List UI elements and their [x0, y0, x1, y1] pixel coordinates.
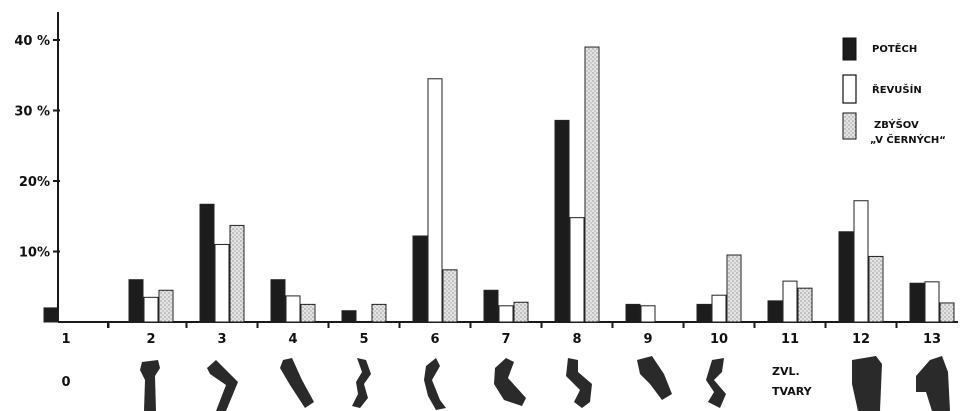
x-tick-label: 11	[781, 332, 799, 347]
bar-3-series-0	[199, 203, 215, 323]
bar-11-series-2	[797, 287, 813, 323]
legend-label-zbysov-line1: ZBÝŠOV	[874, 118, 919, 131]
bar-6-series-2	[442, 269, 458, 323]
x-tick-label: 9	[643, 332, 652, 347]
bar-11-series-1	[782, 280, 798, 323]
bar-2-series-0	[128, 279, 144, 323]
legend-label-potech: POTĚCH	[872, 42, 917, 55]
y-axis: 10% 20% 30 % 40 %	[14, 12, 60, 322]
bar-8-series-1	[569, 217, 585, 323]
vessel-profile-icon	[494, 358, 526, 406]
bottom-label-line: 0	[61, 375, 70, 390]
bar-8-series-2	[584, 46, 600, 323]
bar-10-series-1	[711, 294, 727, 323]
bar-10-series-0	[696, 303, 712, 323]
legend-label-zbysov-line2: „V ČERNÝCH“	[870, 133, 946, 146]
profile-shapes	[140, 356, 950, 411]
bar-12-series-0	[838, 231, 854, 323]
bar-13-series-2	[939, 302, 955, 323]
y-tick-label: 30 %	[14, 105, 50, 120]
legend: POTĚCH ŘEVUŠÍN ZBÝŠOV „V ČERNÝCH“	[842, 37, 946, 146]
vessel-profile-icon	[140, 360, 160, 411]
vessel-profile-icon	[637, 356, 672, 400]
legend-label-revusin: ŘEVUŠÍN	[872, 83, 922, 96]
bar-13-series-1	[924, 281, 940, 323]
bar-12-series-2	[868, 255, 884, 323]
bar-3-series-1	[214, 243, 230, 323]
vessel-profile-icon	[566, 358, 592, 408]
x-tick-label: 4	[288, 332, 297, 347]
bar-4-series-1	[285, 295, 301, 323]
bottom-label-line: TVARY	[772, 385, 813, 398]
x-tick-label: 8	[572, 332, 581, 347]
bar-9-series-1	[640, 305, 656, 323]
vessel-profile-icon	[352, 358, 371, 408]
vessel-profile-icon	[424, 358, 446, 410]
bottom-label: ZVL. TVARY	[772, 365, 813, 398]
x-tick-label: 6	[430, 332, 439, 347]
y-tick-label: 40 %	[14, 34, 50, 49]
x-tick-label: 13	[923, 332, 941, 347]
x-tick-label: 7	[501, 332, 510, 347]
vessel-profile-icon	[207, 360, 238, 411]
bar-2-series-2	[158, 289, 174, 323]
bar-7-series-2	[513, 301, 529, 323]
bar-6-series-1	[427, 78, 443, 323]
bar-9-series-0	[625, 303, 641, 323]
bar-8-series-0	[554, 119, 570, 323]
bar-7-series-0	[483, 289, 499, 323]
vessel-profile-icon	[852, 356, 882, 411]
y-tick-label: 10%	[19, 246, 50, 261]
bar-7-series-1	[498, 305, 514, 323]
bar-5-series-0	[341, 310, 357, 323]
vessel-profile-icon	[916, 356, 950, 411]
legend-swatch-potech	[842, 37, 857, 61]
x-axis	[58, 321, 958, 328]
bar-4-series-0	[270, 279, 286, 323]
bar-1-series-0	[43, 307, 59, 323]
bar-2-series-1	[143, 296, 159, 323]
x-tick-label: 3	[217, 332, 226, 347]
vessel-profile-icon	[706, 358, 726, 408]
bar-5-series-2	[371, 303, 387, 323]
vessel-profile-icon	[280, 358, 314, 408]
legend-swatch-revusin	[842, 74, 857, 104]
legend-swatch-zbysov	[842, 112, 857, 140]
x-tick-label: 10	[710, 332, 728, 347]
bar-3-series-2	[229, 224, 245, 323]
bottom-label-line: ZVL.	[772, 365, 800, 378]
x-tick-label: 2	[146, 332, 155, 347]
bar-6-series-0	[412, 235, 428, 323]
x-tick-label: 12	[852, 332, 870, 347]
x-tick-label: 1	[61, 332, 70, 347]
legend-label-zbysov: ZBÝŠOV „V ČERNÝCH“	[870, 118, 946, 146]
bars-group	[43, 46, 955, 323]
bar-12-series-1	[853, 200, 869, 323]
y-tick-label: 20%	[19, 175, 50, 190]
bar-4-series-2	[300, 303, 316, 323]
bar-11-series-0	[767, 300, 783, 323]
bar-13-series-0	[909, 282, 925, 323]
bottom-label: 0	[61, 375, 70, 390]
bar-10-series-2	[726, 254, 742, 323]
x-tick-label: 5	[359, 332, 368, 347]
